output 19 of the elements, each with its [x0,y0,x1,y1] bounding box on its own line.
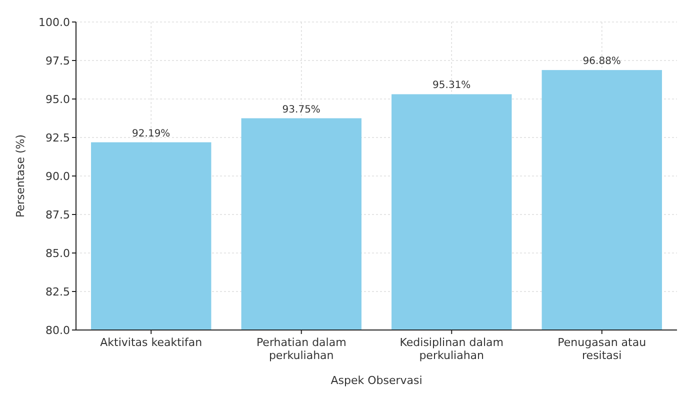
y-tick-label: 95.0 [46,92,70,106]
x-tick-label: Perhatian dalam perkuliahan [256,336,346,362]
y-axis-title: Persentase (%) [14,134,27,218]
y-tick-label: 90.0 [46,170,70,183]
x-axis-title: Aspek Observasi [330,374,422,387]
y-tick-label: 87.5 [46,208,70,222]
y-tick-label: 100.0 [38,16,70,29]
y-tick-label: 92.5 [46,131,70,144]
y-tick-label: 85.0 [46,246,70,260]
y-tick-label: 80.0 [46,324,70,337]
x-tick-label: Kedisiplinan dalam perkuliahan [400,336,504,362]
data-label: 92.19% [132,128,170,140]
data-label: 95.31% [432,80,471,92]
x-tick-label: Aktivitas keaktifan [100,336,202,349]
y-tick-label: 97.5 [46,54,70,68]
y-tick-label: 82.5 [46,285,70,298]
data-label: 96.88% [582,56,621,68]
data-label: 93.75% [282,104,320,116]
x-tick-label: Penugasan atau resitasi [558,336,646,362]
